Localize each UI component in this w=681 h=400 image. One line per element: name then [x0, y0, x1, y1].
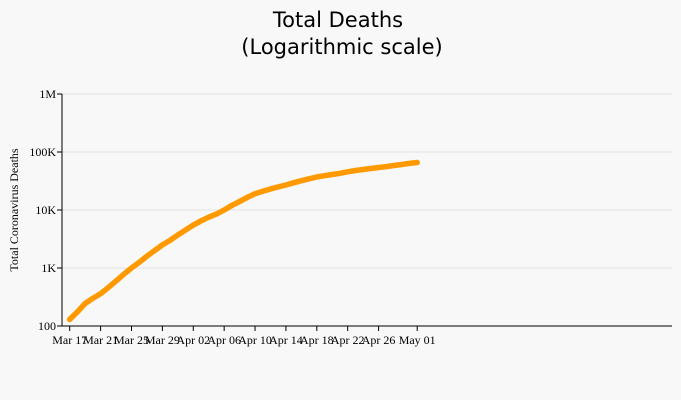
series-line: [66, 159, 420, 323]
y-gridlines: [62, 93, 672, 269]
x-tick-label: Mar 21: [83, 333, 118, 347]
x-tick-label: May 01: [399, 333, 436, 347]
y-tick-label: 1K: [41, 261, 56, 275]
y-axis-ticks: 100 1K 10K 100K 1M: [29, 87, 62, 333]
x-tick-label: Mar 29: [145, 333, 180, 347]
series-layer: [66, 159, 420, 323]
x-tick-label: Apr 14: [269, 333, 303, 347]
y-axis-label: Total Coronavirus Deaths: [7, 148, 21, 271]
y-tick-label: 100K: [29, 145, 56, 159]
y-tick-label: 1M: [39, 87, 56, 101]
x-tick-label: Apr 22: [331, 333, 365, 347]
x-tick-label: Apr 10: [238, 333, 272, 347]
chart-subtitle: (Logarithmic scale): [241, 35, 442, 59]
y-tick-label: 100: [38, 319, 56, 333]
x-tick-label: Apr 26: [362, 333, 396, 347]
x-tick-label: Apr 18: [300, 333, 334, 347]
x-tick-label: Mar 17: [52, 333, 87, 347]
x-tick-label: Apr 06: [207, 333, 241, 347]
chart-title: Total Deaths: [272, 8, 403, 32]
y-tick-label: 10K: [35, 203, 56, 217]
x-tick-label: Apr 02: [176, 333, 210, 347]
x-tick-label: Mar 25: [114, 333, 149, 347]
